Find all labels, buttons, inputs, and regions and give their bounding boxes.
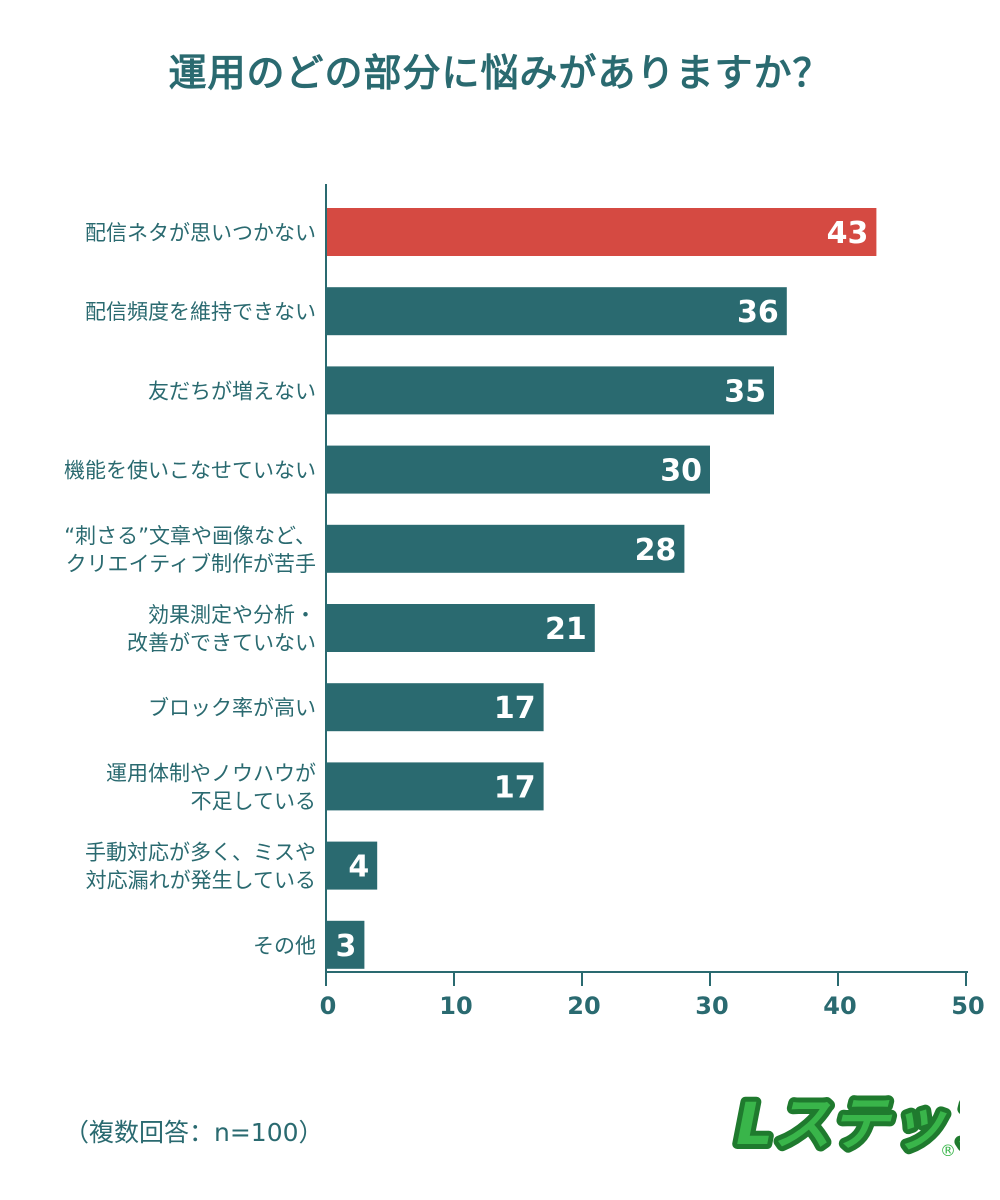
x-tick-label-5: 50 [951,992,984,1020]
category-label-1-0: 配信頻度を維持できない [85,300,316,324]
bar-0 [326,208,877,256]
bar-8 [326,841,378,890]
value-label-1: 36 [737,295,779,330]
sample-footnote: （複数回答：n=100） [64,1118,324,1147]
bar-2 [326,366,774,415]
bar-1 [326,287,787,336]
category-label-5-1: 改善ができていない [127,631,316,655]
value-label-8: 4 [348,850,369,885]
value-label-3: 30 [660,454,702,489]
bar-7 [326,762,544,811]
category-label-6-0: ブロック率が高い [148,696,316,720]
x-tick-label-0: 0 [320,992,337,1020]
bar-9 [326,920,365,969]
x-tick-label-3: 30 [695,992,728,1020]
value-label-4: 28 [635,533,677,568]
category-label-9-0: その他 [253,934,316,958]
bar-chart: 43配信ネタが思いつかない36配信頻度を維持できない35友だちが増えない30機能… [64,184,985,1020]
bar-3 [326,445,710,494]
svg-text:®: ® [940,1141,956,1160]
category-label-7-1: 不足している [191,789,316,813]
category-label-8-1: 対応漏れが発生している [86,869,316,893]
value-label-9: 3 [336,929,357,964]
bar-4 [326,524,685,573]
category-label-0-0: 配信ネタが思いつかない [85,221,316,245]
category-label-3-0: 機能を使いこなせていない [64,459,316,483]
category-label-4-0: “刺さる”文章や画像など、 [64,524,316,548]
svg-text:Lステップ: Lステップ [736,1090,960,1158]
lstep-logo: Lステップ Lステップ ® [731,1085,960,1162]
x-tick-label-1: 10 [439,992,472,1020]
value-label-7: 17 [494,770,536,805]
x-tick-label-2: 20 [567,992,600,1020]
x-tick-label-4: 40 [823,992,856,1020]
svg-text:Lステップ: Lステップ [736,1090,960,1158]
category-label-7-0: 運用体制やノウハウが [106,761,316,785]
chart-title: 運用のどの部分に悩みがありますか？ [168,51,832,95]
value-label-6: 17 [494,691,536,726]
value-label-0: 43 [827,216,869,251]
bar-5 [326,604,595,652]
category-label-4-1: クリエイティブ制作が苦手 [66,552,316,576]
category-label-5-0: 効果測定や分析・ [148,603,316,627]
category-label-2-0: 友だちが増えない [148,379,316,403]
value-label-5: 21 [545,612,587,647]
bar-6 [326,683,544,732]
category-label-8-0: 手動対応が多く、ミスや [85,841,316,865]
value-label-2: 35 [724,374,766,409]
